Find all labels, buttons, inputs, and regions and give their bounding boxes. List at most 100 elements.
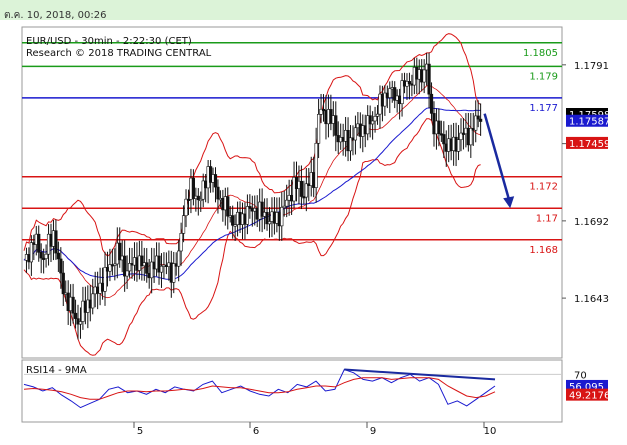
price-tag-bg-1 <box>566 114 608 127</box>
candle-body <box>371 120 375 125</box>
candle-body <box>407 81 412 85</box>
candle-body <box>103 267 107 292</box>
forecast-arrow-shaft <box>483 113 511 201</box>
candle-body <box>368 115 372 125</box>
candle-body <box>177 250 181 267</box>
bollinger-upper <box>23 33 481 257</box>
candle-body <box>39 252 43 259</box>
candle-body <box>184 198 188 216</box>
candles-layer <box>24 52 483 340</box>
price-tag-text-2: 1.17459 <box>569 139 610 150</box>
candle-body <box>282 205 286 208</box>
candle-body <box>196 195 200 201</box>
candle-body <box>479 118 483 122</box>
candle-body <box>373 116 377 122</box>
price-tag-text-1: 1.17587 <box>569 117 610 128</box>
rsi-series-0 <box>23 368 496 409</box>
axes-layer: 1.17911.17411.16921.16431.175981.175871.… <box>133 61 610 437</box>
candle-body <box>304 183 308 198</box>
candle-body <box>91 293 95 309</box>
rsi-y-tick-0: 70 <box>574 370 587 381</box>
candle-body <box>113 263 117 266</box>
rsi-series-1 <box>23 377 496 400</box>
candle-body <box>267 221 272 225</box>
candle-body <box>213 174 218 188</box>
candle-body <box>71 296 75 314</box>
candle-body <box>292 177 296 202</box>
candle-body <box>59 258 63 274</box>
rsi-trendline <box>344 368 496 381</box>
rsi-tag-bg-1 <box>566 388 608 401</box>
rsi-tag-text-0: 56.095 <box>569 382 604 393</box>
rsi-title: RSI14 - 9MA <box>26 365 87 376</box>
level-label-0: 1.1805 <box>523 48 558 59</box>
x-tick-label-3: 10 <box>484 426 497 437</box>
chart-subtitle: Research © 2018 TRADING CENTRAL <box>26 48 212 59</box>
candle-body <box>150 261 154 279</box>
candle-body <box>73 312 78 319</box>
candle-body <box>316 114 321 144</box>
candle-body <box>233 224 237 227</box>
candle-body <box>476 115 480 120</box>
candle-body <box>442 134 446 145</box>
level-label-1: 1.179 <box>529 71 558 82</box>
candle-body <box>125 270 129 277</box>
candle-body <box>145 262 149 274</box>
candle-body <box>429 93 434 114</box>
candle-body <box>179 233 183 252</box>
candle-body <box>127 263 132 272</box>
candle-body <box>260 201 264 217</box>
candle-body <box>245 206 250 225</box>
candle-body <box>157 255 161 273</box>
candle-body <box>216 186 220 200</box>
y-tick-label-2: 1.1692 <box>574 217 609 228</box>
x-tick-label-0: 5 <box>137 426 143 437</box>
candle-body <box>44 253 48 259</box>
level-label-2: 1.177 <box>529 103 558 114</box>
candle-body <box>459 132 463 141</box>
chart-title: EUR/USD - 30min - 2:22:30 (CET) <box>26 36 192 47</box>
candle-body <box>29 242 33 263</box>
price-tag-bg-2 <box>566 136 608 149</box>
candle-body <box>285 199 289 207</box>
forecast-arrow-layer <box>483 113 515 209</box>
candle-body <box>348 137 353 152</box>
candle-body <box>37 233 41 253</box>
candle-body <box>456 139 461 152</box>
rsi-tag-text-1: 49.2176 <box>569 391 610 402</box>
level-label-5: 1.168 <box>529 245 558 256</box>
candle-body <box>469 128 473 146</box>
candle-body <box>186 198 191 201</box>
candle-body <box>199 198 203 202</box>
candle-body <box>299 180 304 197</box>
candle-body <box>353 127 358 141</box>
candle-body <box>319 108 323 115</box>
candle-body <box>422 69 426 83</box>
candle-body <box>334 115 338 136</box>
date-time-label: ต.ค. 10, 2018, 00:26 <box>4 10 107 21</box>
candle-body <box>54 230 58 254</box>
candle-body <box>191 177 195 199</box>
candle-body <box>265 212 269 225</box>
candle-body <box>388 88 392 98</box>
candle-body <box>400 80 404 105</box>
candle-body <box>108 264 112 272</box>
candle-body <box>56 252 60 260</box>
level-label-3: 1.172 <box>529 182 558 193</box>
y-tick-label-3: 1.1643 <box>574 294 609 305</box>
x-tick-label-1: 6 <box>253 426 259 437</box>
candle-body <box>172 263 176 283</box>
candle-body <box>118 242 122 261</box>
candle-body <box>427 63 431 95</box>
candle-body <box>248 206 252 209</box>
header-bar: ต.ค. 10, 2018, 00:26 <box>0 0 627 21</box>
candle-body <box>201 180 205 200</box>
candle-body <box>393 87 397 101</box>
y-tick-label-0: 1.1791 <box>574 61 609 72</box>
candle-body <box>140 255 144 267</box>
candle-body <box>123 255 127 277</box>
candle-body <box>159 265 164 273</box>
